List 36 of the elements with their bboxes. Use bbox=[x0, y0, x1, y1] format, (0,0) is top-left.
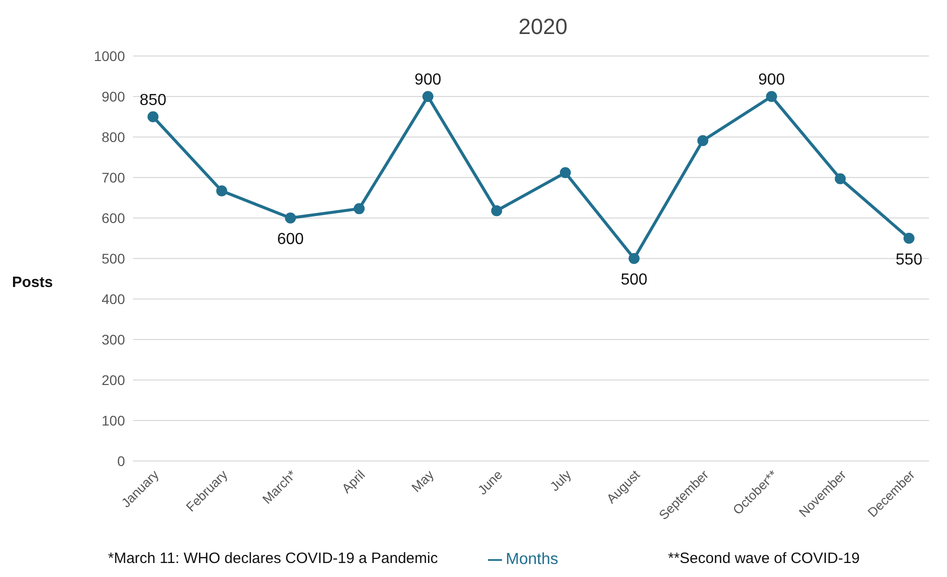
data-label: 500 bbox=[620, 272, 648, 288]
point bbox=[560, 167, 571, 178]
point bbox=[216, 185, 228, 196]
point bbox=[766, 91, 778, 102]
data-label: 900 bbox=[758, 72, 785, 88]
point bbox=[628, 253, 640, 264]
y-tick-label: 700 bbox=[102, 169, 126, 186]
point bbox=[148, 111, 158, 122]
y-tick-label: 0 bbox=[117, 452, 126, 469]
chart-title: 2020 bbox=[518, 14, 568, 40]
data-label: 600 bbox=[277, 231, 304, 248]
y-tick-label: 800 bbox=[102, 128, 126, 145]
point bbox=[284, 212, 296, 224]
x-tick-label: July bbox=[547, 466, 574, 494]
data-label: 850 bbox=[140, 92, 166, 109]
point bbox=[491, 205, 502, 216]
y-tick-label: 900 bbox=[102, 88, 126, 104]
x-tick-label: May bbox=[408, 466, 437, 496]
point bbox=[904, 232, 914, 244]
y-tick-label: 100 bbox=[102, 412, 126, 428]
y-tick-label: 200 bbox=[102, 372, 126, 388]
point bbox=[834, 173, 846, 184]
y-tick-label: 600 bbox=[102, 210, 126, 226]
y-tick-label: 500 bbox=[102, 250, 126, 266]
data-label: 900 bbox=[414, 72, 442, 88]
point bbox=[697, 135, 708, 146]
y-axis-title: Posts bbox=[12, 274, 53, 291]
legend-label: Months bbox=[506, 551, 558, 568]
point bbox=[354, 203, 365, 214]
y-tick-label: 1000 bbox=[94, 48, 126, 64]
y-tick-label: 300 bbox=[102, 331, 126, 348]
point bbox=[422, 91, 434, 102]
text: *March 11: WHO declares COVID-19 a Pandemic bbox=[108, 550, 438, 567]
data-label: 550 bbox=[896, 251, 922, 268]
y-tick-label: 400 bbox=[102, 290, 126, 307]
text: **Second wave of COVID-19 bbox=[668, 550, 860, 567]
